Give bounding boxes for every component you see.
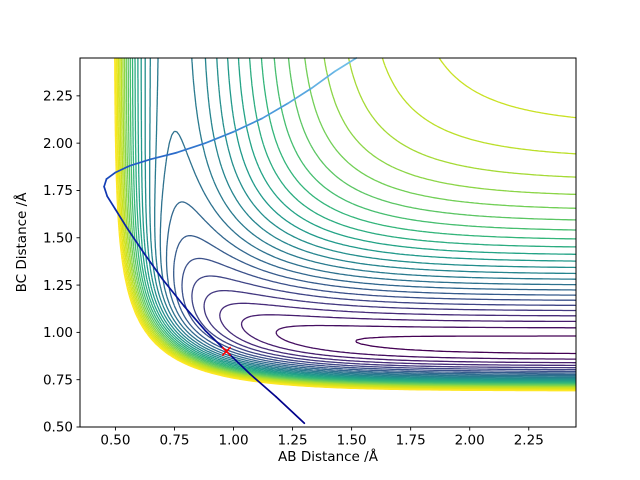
trajectory-segment xyxy=(310,70,336,90)
contour-line xyxy=(240,314,576,364)
contour-line xyxy=(203,289,576,369)
contour-lines xyxy=(114,57,577,392)
contour-line xyxy=(114,58,576,392)
trajectory-segment xyxy=(106,195,117,211)
contour-line xyxy=(165,201,576,376)
y-axis: 0.50 0.75 1.00 1.25 1.50 1.75 2.00 2.25 xyxy=(43,89,80,436)
trajectory-segment xyxy=(275,395,306,425)
trajectory-segment xyxy=(103,185,109,197)
y-tick-label: 2.00 xyxy=(43,136,73,152)
trajectory-segment xyxy=(286,87,313,105)
trajectory-segment xyxy=(204,130,235,145)
contour-line xyxy=(191,275,577,371)
contour-line xyxy=(154,57,576,378)
x-tick-label: 1.25 xyxy=(278,433,308,449)
trajectory-segment xyxy=(175,142,207,154)
contour-line xyxy=(129,57,576,385)
y-tick-label: 1.00 xyxy=(43,325,73,341)
y-axis-label: BC Distance /Å xyxy=(13,192,30,293)
y-tick-label: 1.50 xyxy=(43,230,73,246)
x-marker-stroke xyxy=(221,346,232,357)
contour-line xyxy=(355,335,576,355)
trajectory-segment xyxy=(150,151,178,161)
contour-line xyxy=(219,302,576,367)
x-tick-label: 0.50 xyxy=(100,433,130,449)
contour-line xyxy=(137,57,576,382)
contour-line xyxy=(127,57,576,386)
trajectory-segment xyxy=(103,178,108,188)
contour-line xyxy=(140,57,576,381)
plot-border xyxy=(79,57,577,428)
contour-line xyxy=(122,57,577,388)
contour-line xyxy=(125,57,577,387)
trajectory-segment xyxy=(128,158,152,167)
reaction-trajectory xyxy=(103,57,358,425)
x-tick-label: 1.50 xyxy=(337,433,367,449)
trajectory-segment xyxy=(183,305,207,332)
contour-line xyxy=(173,234,577,374)
contour-line xyxy=(123,57,577,387)
y-tick-label: 2.25 xyxy=(43,89,73,105)
trajectory-segment xyxy=(334,57,358,73)
trajectory-segment xyxy=(261,102,289,120)
y-tick-label: 1.25 xyxy=(43,278,73,294)
contour-line xyxy=(159,130,577,377)
x-axis: 0.50 0.75 1.00 1.25 1.50 1.75 2.00 2.25 xyxy=(100,427,544,449)
contour-line xyxy=(131,57,576,384)
y-tick-label: 0.50 xyxy=(43,420,73,436)
contour-line xyxy=(181,257,577,373)
contour-line xyxy=(134,57,576,383)
trajectory-segment xyxy=(232,117,263,133)
trajectory-segment xyxy=(114,165,131,174)
contour-line xyxy=(144,57,577,380)
x-tick-label: 1.75 xyxy=(396,433,426,449)
x-tick-label: 0.75 xyxy=(159,433,189,449)
y-tick-label: 1.75 xyxy=(43,183,73,199)
trajectory-segment xyxy=(126,227,145,254)
saddle-point-marker xyxy=(221,346,232,357)
x-axis-label: AB Distance /Å xyxy=(278,448,379,465)
y-tick-label: 0.75 xyxy=(43,372,73,388)
x-tick-label: 2.00 xyxy=(455,433,485,449)
trajectory-segment xyxy=(114,208,129,230)
trajectory-segment xyxy=(105,171,117,180)
contour-line xyxy=(275,324,576,360)
trajectory-segment xyxy=(142,252,164,281)
trajectory-segment xyxy=(249,373,277,398)
trajectory-segment xyxy=(161,278,185,307)
x-tick-label: 1.00 xyxy=(218,433,248,449)
contour-line xyxy=(149,57,577,379)
x-tick-label: 2.25 xyxy=(514,433,544,449)
